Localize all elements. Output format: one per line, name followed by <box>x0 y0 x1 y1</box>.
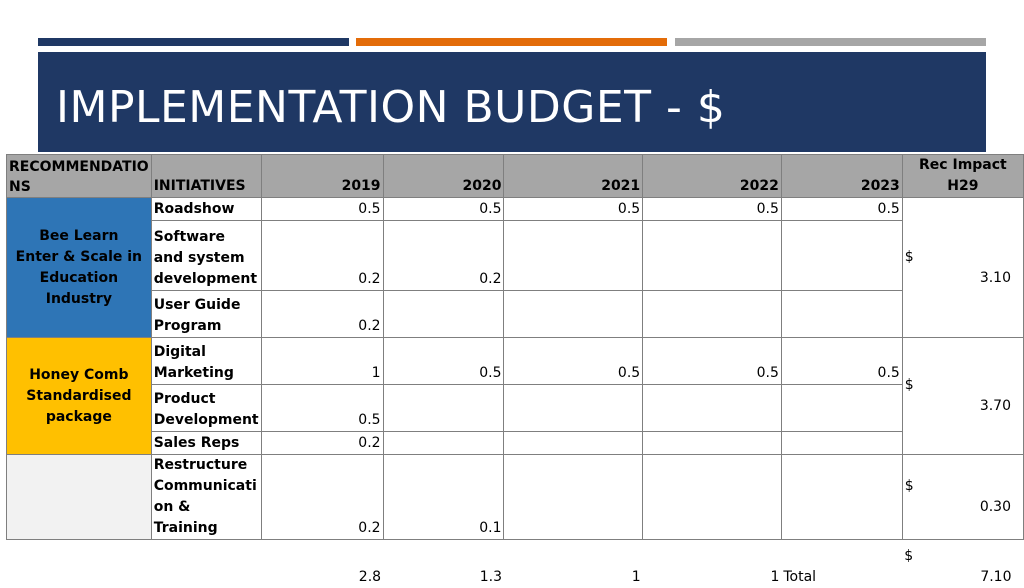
value-2023: 0.5 <box>780 337 903 385</box>
impact-value: 0.30 <box>979 499 1011 515</box>
value-2021 <box>503 384 644 432</box>
accent-bar-navy <box>38 38 349 46</box>
value-2021: 0.5 <box>503 197 644 221</box>
initiative-cell: Product Development <box>150 384 262 432</box>
header-impact: Rec Impact H29 <box>901 154 1024 198</box>
budget-table: RECOMMENDATIO NS INITIATIVES 2019 2020 2… <box>6 154 1024 588</box>
table-row: Sales Reps 0.2 <box>7 431 1024 455</box>
value-2020 <box>382 384 505 432</box>
value-2022 <box>642 290 782 338</box>
header-initiatives: INITIATIVES <box>150 154 262 198</box>
value-2023 <box>780 384 903 432</box>
totals-row: 2.8 1.3 1 1 Total $ 7.10 <box>7 540 1024 588</box>
total-label: Total <box>783 568 817 585</box>
impact-currency: $ <box>904 248 914 265</box>
impact-value: 3.70 <box>979 398 1011 414</box>
group-subtitle: Enter & Scale in Education Industry <box>15 248 143 307</box>
initiative-cell: Roadshow <box>150 197 262 221</box>
value-2023 <box>780 220 903 291</box>
header-2019: 2019 <box>260 154 384 198</box>
impact-cell: $ 3.70 <box>901 337 1024 455</box>
table-row: Product Development 0.5 <box>7 384 1024 432</box>
value-2022 <box>642 384 782 432</box>
group-name: Bee Learn <box>39 227 119 244</box>
value-2020: 0.1 <box>382 454 505 540</box>
value-2019: 0.2 <box>260 290 384 338</box>
value-2021 <box>503 454 644 540</box>
group-unnamed <box>6 454 152 540</box>
title-banner: IMPLEMENTATION BUDGET - $ <box>38 52 986 152</box>
total-impact-value: 7.10 <box>980 568 1012 585</box>
header-recommendations: RECOMMENDATIO NS <box>6 154 152 198</box>
table-row: Restructure Communicati on & Training 0.… <box>6 454 1024 540</box>
value-2020: 0.5 <box>382 337 505 385</box>
value-2023 <box>780 290 903 338</box>
initiative-cell: Software and system development <box>150 220 262 291</box>
value-2023: 0.5 <box>780 197 903 221</box>
group-bee-learn: Bee Learn Enter & Scale in Education Ind… <box>6 197 152 338</box>
totals-spacer <box>7 540 152 588</box>
accent-bar-gray <box>675 38 986 46</box>
value-2020: 0.5 <box>382 197 505 221</box>
value-2021 <box>503 431 644 455</box>
value-2020 <box>382 431 505 455</box>
value-2021: 0.5 <box>503 337 644 385</box>
impact-value: 3.10 <box>979 269 1011 286</box>
value-2019: 1 <box>260 337 384 385</box>
initiative-cell: Sales Reps <box>150 431 262 455</box>
impact-cell: $ 3.10 <box>901 197 1024 338</box>
impact-currency: $ <box>904 547 914 564</box>
value-2019: 0.5 <box>260 197 384 221</box>
totals-spacer <box>151 540 261 588</box>
value-2023 <box>780 431 903 455</box>
value-2023 <box>780 454 903 540</box>
impact-cell: $ 0.30 <box>901 454 1024 540</box>
value-2020 <box>382 290 505 338</box>
group-name: Honey Comb Standardised package <box>26 366 132 425</box>
table-row: Software and system development 0.2 0.2 <box>7 220 1024 291</box>
total-2019: 2.8 <box>358 568 382 585</box>
value-2020: 0.2 <box>382 220 505 291</box>
value-2021 <box>503 290 644 338</box>
value-2022: 0.5 <box>642 337 782 385</box>
value-2021 <box>503 220 644 291</box>
value-2019: 0.2 <box>260 220 384 291</box>
value-2022: 0.5 <box>642 197 782 221</box>
impact-currency: $ <box>904 478 914 494</box>
value-2022 <box>642 454 782 540</box>
table-row: Honey Comb Standardised package Digital … <box>6 337 1024 455</box>
table-row: Bee Learn Enter & Scale in Education Ind… <box>6 197 1024 338</box>
table-row: User Guide Program 0.2 <box>7 290 1024 338</box>
initiative-cell: User Guide Program <box>150 290 262 338</box>
value-2022 <box>642 431 782 455</box>
initiative-cell: Restructure Communicati on & Training <box>150 454 262 540</box>
header-row: RECOMMENDATIO NS INITIATIVES 2019 2020 2… <box>6 154 1024 198</box>
slide-title: IMPLEMENTATION BUDGET - $ <box>56 82 726 133</box>
total-2021: 1 <box>631 568 641 585</box>
header-2023: 2023 <box>780 154 903 198</box>
impact-currency: $ <box>904 377 914 393</box>
header-2021: 2021 <box>503 154 644 198</box>
value-2019: 0.2 <box>260 431 384 455</box>
total-2020: 1.3 <box>479 568 502 585</box>
header-2020: 2020 <box>382 154 505 198</box>
header-2022: 2022 <box>642 154 782 198</box>
value-2019: 0.2 <box>260 454 384 540</box>
initiative-cell: Digital Marketing <box>150 337 262 385</box>
group-honey-comb: Honey Comb Standardised package <box>6 337 152 455</box>
value-2022 <box>642 220 782 291</box>
value-2019: 0.5 <box>260 384 384 432</box>
total-impact-cell: $ 7.10 <box>902 540 1023 588</box>
accent-bar-orange <box>356 38 667 46</box>
total-2022: 1 <box>770 568 780 585</box>
